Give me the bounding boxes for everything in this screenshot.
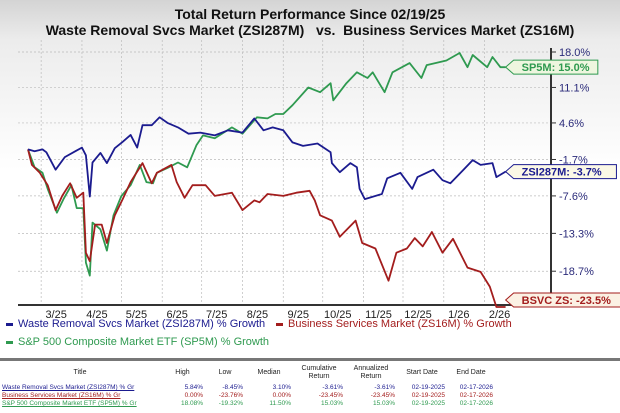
cell-annualized: -3.61% xyxy=(374,384,395,391)
end-label: BSVC ZS: -23.5% xyxy=(522,295,611,307)
legend-label: Business Services Market (ZS16M) % Growt… xyxy=(288,318,512,330)
cell-low: -23.76% xyxy=(218,392,243,399)
end-label-box xyxy=(504,59,599,75)
table-row: Business Services Market (ZS16M) % Gr 0.… xyxy=(0,392,495,400)
y-tick-label: 18.0% xyxy=(559,47,590,59)
col-low: Low xyxy=(218,369,232,376)
cell-median: 0.00% xyxy=(272,392,291,399)
cell-end-date: 02-17-2026 xyxy=(459,384,493,391)
chart-title: Total Return Performance Since 02/19/25 xyxy=(174,6,446,22)
x-tick-label: 8/25 xyxy=(247,309,268,321)
row-title-link[interactable]: Business Services Market (ZS16M) % Gr xyxy=(2,392,121,399)
cell-start-date: 02-19-2025 xyxy=(411,384,445,391)
col-high: High xyxy=(175,369,190,376)
cell-annualized: 15.03% xyxy=(372,400,395,407)
x-tick-label: 9/25 xyxy=(288,309,309,321)
y-tick-label: -13.3% xyxy=(559,228,594,240)
cell-start-date: 02-19-2025 xyxy=(411,392,445,399)
row-title-link[interactable]: S&P 500 Composite Market ETF (SP5M) % Gr xyxy=(2,400,137,407)
y-tick-label: -7.6% xyxy=(559,191,588,203)
table-header-row: Title High Low Median Cumulative Return … xyxy=(0,362,495,384)
cell-high: 0.00% xyxy=(184,392,203,399)
x-tick-label: 2/26 xyxy=(489,309,510,321)
legend-label: Waste Removal Svcs Market (ZSI287M) % Gr… xyxy=(18,318,266,330)
end-label: SP5M: 15.0% xyxy=(522,62,590,74)
cell-annualized: -23.45% xyxy=(370,392,395,399)
col-cumulative: Cumulative Return xyxy=(301,365,337,380)
col-start-date: Start Date xyxy=(406,369,438,376)
cell-end-date: 02-17-2026 xyxy=(459,392,493,399)
stats-table: Title High Low Median Cumulative Return … xyxy=(0,362,495,408)
x-tick-label: 10/25 xyxy=(324,309,352,321)
table-divider xyxy=(0,358,620,361)
series-line-0 xyxy=(27,116,507,200)
col-end-date: End Date xyxy=(456,369,486,376)
x-tick-label: 1/26 xyxy=(448,309,469,321)
cell-high: 5.84% xyxy=(184,384,203,391)
cell-low: -19.32% xyxy=(218,400,243,407)
row-title-link[interactable]: Waste Removal Svcs Market (ZSI287M) % Gr xyxy=(2,384,135,391)
cell-start-date: 02-19-2025 xyxy=(411,400,445,407)
cell-cumulative: -23.45% xyxy=(318,392,343,399)
legend-swatch xyxy=(6,340,13,344)
line-chart: 3/25 4/25 5/25 6/25 7/25 8/25 9/25 10/25 11/25 12… xyxy=(18,40,620,321)
legend-label: S&P 500 Composite Market ETF (SP5M) % Gr… xyxy=(18,336,270,348)
cell-median: 3.10% xyxy=(272,384,291,391)
x-tick-label: 4/25 xyxy=(86,309,107,321)
x-tick-label: 11/25 xyxy=(365,309,392,321)
chart-subtitle: Waste Removal Svcs Market (ZSI287M) vs. … xyxy=(45,22,575,38)
end-label: ZSI287M: -3.7% xyxy=(522,167,602,179)
cell-cumulative: -3.61% xyxy=(322,384,343,391)
table-row: Waste Removal Svcs Market (ZSI287M) % Gr… xyxy=(0,384,495,392)
x-tick-label: 3/25 xyxy=(45,309,66,321)
x-tick-label: 6/25 xyxy=(166,309,187,321)
legend-swatch xyxy=(276,322,283,326)
legend-item-zsi287m: Waste Removal Svcs Market (ZSI287M) % Gr… xyxy=(6,318,265,330)
cell-end-date: 02-17-2026 xyxy=(459,400,493,407)
x-tick-label: 7/25 xyxy=(206,309,227,321)
cell-low: -8.45% xyxy=(222,384,243,391)
col-title: Title xyxy=(73,369,87,376)
y-tick-label: 11.1% xyxy=(559,82,590,94)
y-tick-label: -18.7% xyxy=(559,266,594,278)
end-label-box xyxy=(504,292,620,308)
end-label-box xyxy=(504,164,617,180)
col-annualized: Annualized Return xyxy=(353,365,389,380)
y-tick-label: 4.6% xyxy=(559,118,584,130)
col-median: Median xyxy=(257,369,281,376)
series-line-1 xyxy=(27,149,506,308)
series-line-2 xyxy=(27,52,506,277)
legend-item-zs16m: Business Services Market (ZS16M) % Growt… xyxy=(276,318,512,330)
cell-high: 18.08% xyxy=(180,400,203,407)
y-tick-label: -1.7% xyxy=(559,154,588,166)
legend-swatch xyxy=(6,322,13,326)
cell-median: 11.50% xyxy=(269,400,291,407)
legend-item-sp5m: S&P 500 Composite Market ETF (SP5M) % Gr… xyxy=(6,336,269,348)
table-row: S&P 500 Composite Market ETF (SP5M) % Gr… xyxy=(0,400,495,408)
x-tick-label: 5/25 xyxy=(126,309,147,321)
cell-cumulative: 15.03% xyxy=(320,400,343,407)
x-tick-label: 12/25 xyxy=(404,309,432,321)
